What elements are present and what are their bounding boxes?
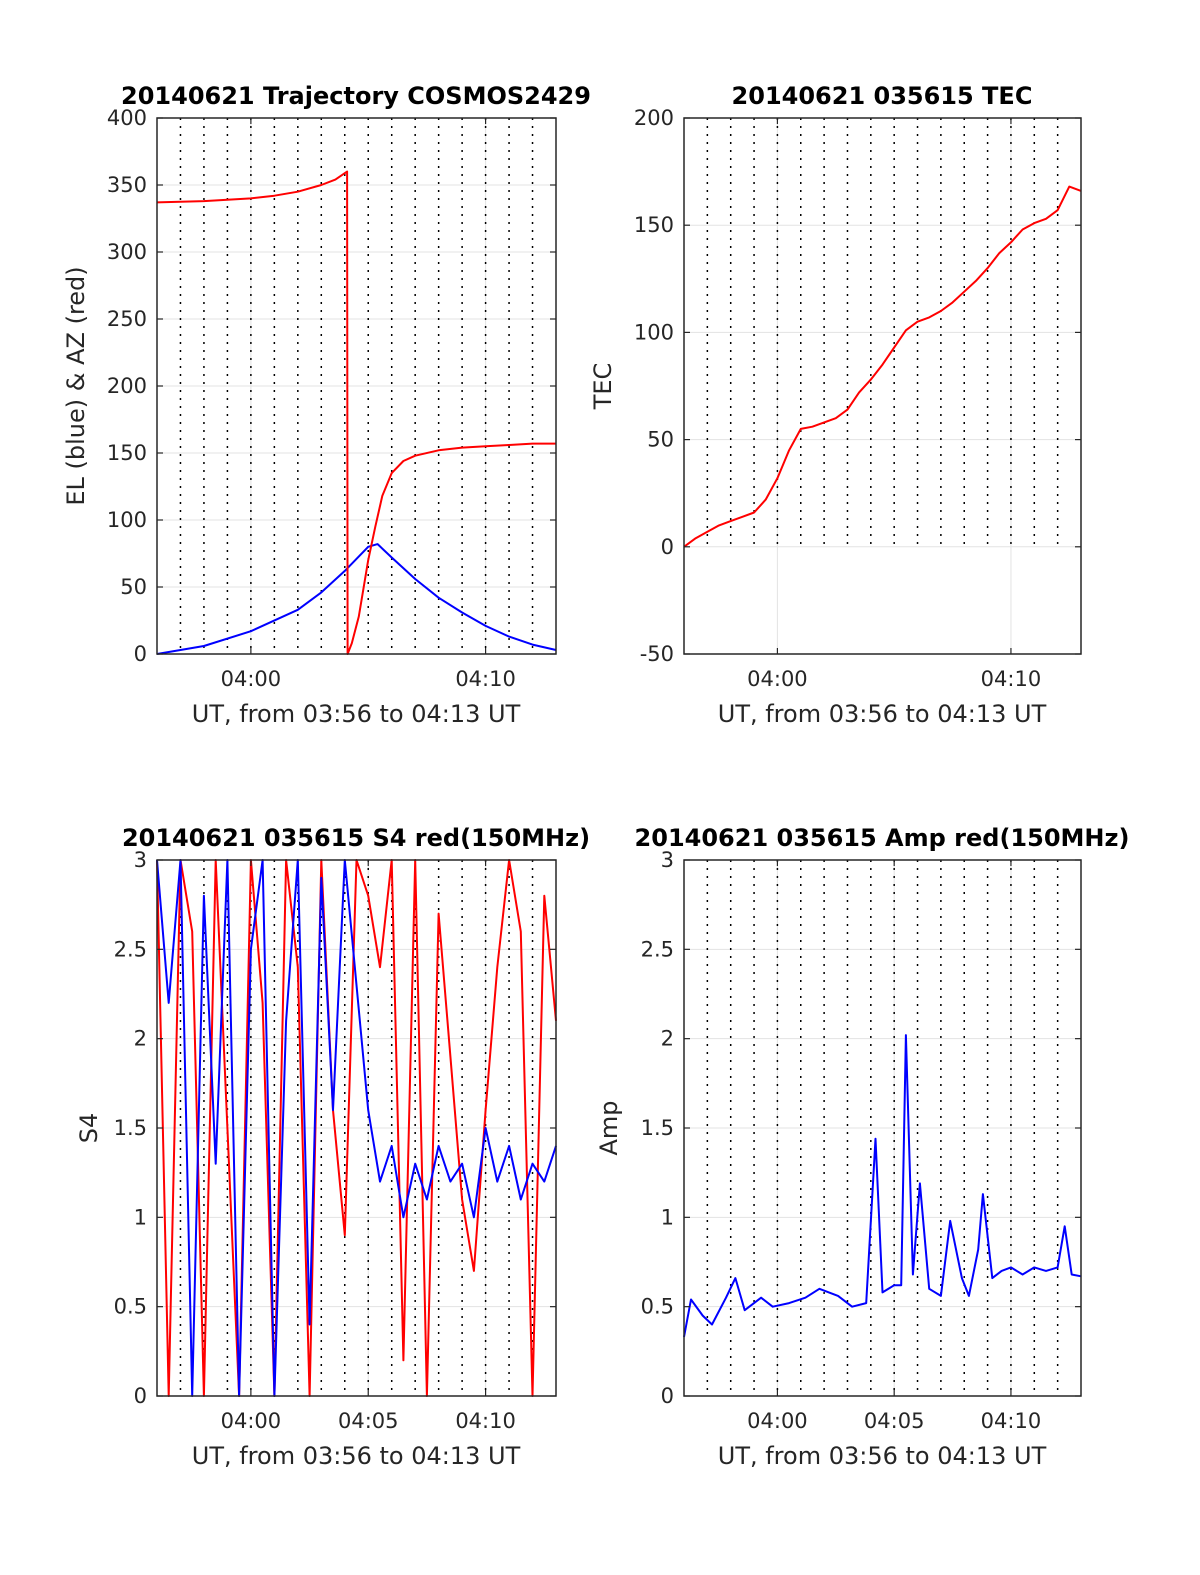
tec-y-tick-label: 100	[634, 320, 674, 344]
tec-title: 20140621 035615 TEC	[732, 82, 1033, 110]
trajectory-x-tick-label: 04:00	[221, 667, 282, 691]
amp-x-tick-label: 04:00	[747, 1409, 808, 1433]
amp-y-tick-label: 1.5	[641, 1116, 674, 1140]
trajectory-y-label: EL (blue) & AZ (red)	[62, 266, 90, 505]
s4-x-tick-label: 04:10	[455, 1409, 516, 1433]
amp-grid	[684, 859, 1081, 1397]
s4-y-tick-label: 2.5	[114, 937, 147, 961]
amp-y-tick-label: 0.5	[641, 1295, 674, 1319]
trajectory-series	[156, 170, 557, 655]
tec-axes-box	[683, 117, 1082, 655]
tec-y-label: TEC	[589, 363, 617, 411]
s4-y-tick-label: 0.5	[114, 1295, 147, 1319]
amp-y-tick-label: 3	[661, 848, 674, 872]
tec-x-tick-label: 04:00	[747, 667, 808, 691]
trajectory-ticks: 0 50 100 150 200 250 300 350 400 04:00 04:10	[107, 106, 556, 691]
tec-y-tick-label: 50	[647, 428, 674, 452]
amp-series	[683, 1034, 1082, 1338]
trajectory-y-tick-label: 200	[107, 374, 147, 398]
tec-grid	[684, 117, 1081, 655]
s4-y-label: S4	[75, 1113, 103, 1144]
amp-y-tick-label: 0	[661, 1384, 674, 1408]
trajectory-series-0	[156, 543, 557, 655]
trajectory-y-tick-label: 250	[107, 307, 147, 331]
amp-y-tick-label: 2	[661, 1027, 674, 1051]
trajectory-y-tick-label: 150	[107, 441, 147, 465]
s4-panel: 0 0.5 1 1.5 2 2.5 3 04:00 04:05 04:10 20140621 03…	[75, 824, 590, 1470]
tec-y-tick-label: -50	[640, 642, 674, 666]
tec-ticks: -50 0 50 100 150 200 04:00 04:10	[634, 106, 1081, 691]
tec-series-0	[683, 185, 1082, 548]
s4-y-tick-label: 0	[134, 1384, 147, 1408]
tec-y-tick-label: 0	[661, 535, 674, 559]
amp-panel: 0 0.5 1 1.5 2 2.5 3 04:00 04:05 04:10 20140621 03…	[595, 824, 1129, 1470]
amp-series-0	[683, 1034, 1082, 1338]
s4-ticks: 0 0.5 1 1.5 2 2.5 3 04:00 04:05 04:10	[114, 848, 556, 1433]
s4-y-tick-label: 1	[134, 1205, 147, 1229]
s4-y-tick-label: 2	[134, 1027, 147, 1051]
trajectory-grid	[157, 117, 556, 655]
trajectory-x-tick-label: 04:10	[455, 667, 516, 691]
tec-y-tick-label: 200	[634, 106, 674, 130]
tec-x-tick-label: 04:10	[981, 667, 1042, 691]
tec-panel: -50 0 50 100 150 200 04:00 04:10 20140621 03561…	[589, 82, 1082, 728]
trajectory-y-tick-label: 350	[107, 173, 147, 197]
s4-y-tick-label: 1.5	[114, 1116, 147, 1140]
s4-series-1	[156, 859, 557, 1397]
trajectory-y-tick-label: 400	[107, 106, 147, 130]
s4-x-label: UT, from 03:56 to 04:13 UT	[192, 1442, 521, 1470]
trajectory-panel: 0 50 100 150 200 250 300 350 400 04:00 04:10 20140…	[62, 82, 591, 728]
trajectory-x-label: UT, from 03:56 to 04:13 UT	[192, 700, 521, 728]
tec-series	[683, 185, 1082, 548]
amp-x-tick-label: 04:05	[864, 1409, 925, 1433]
amp-ticks: 0 0.5 1 1.5 2 2.5 3 04:00 04:05 04:10	[641, 848, 1081, 1433]
tec-x-label: UT, from 03:56 to 04:13 UT	[718, 700, 1047, 728]
trajectory-title: 20140621 Trajectory COSMOS2429	[121, 82, 591, 110]
trajectory-y-tick-label: 0	[134, 642, 147, 666]
amp-x-tick-label: 04:10	[981, 1409, 1042, 1433]
s4-x-tick-label: 04:00	[221, 1409, 282, 1433]
trajectory-y-tick-label: 100	[107, 508, 147, 532]
s4-title: 20140621 035615 S4 red(150MHz)	[122, 824, 590, 852]
amp-x-label: UT, from 03:56 to 04:13 UT	[718, 1442, 1047, 1470]
s4-x-tick-label: 04:05	[338, 1409, 399, 1433]
s4-y-tick-label: 3	[134, 848, 147, 872]
trajectory-y-tick-label: 50	[120, 575, 147, 599]
tec-y-tick-label: 150	[634, 213, 674, 237]
amp-y-label: Amp	[595, 1100, 623, 1155]
trajectory-series-1	[156, 170, 556, 655]
amp-y-tick-label: 1	[661, 1205, 674, 1229]
amp-y-tick-label: 2.5	[641, 937, 674, 961]
trajectory-y-tick-label: 300	[107, 240, 147, 264]
amp-title: 20140621 035615 Amp red(150MHz)	[635, 824, 1130, 852]
